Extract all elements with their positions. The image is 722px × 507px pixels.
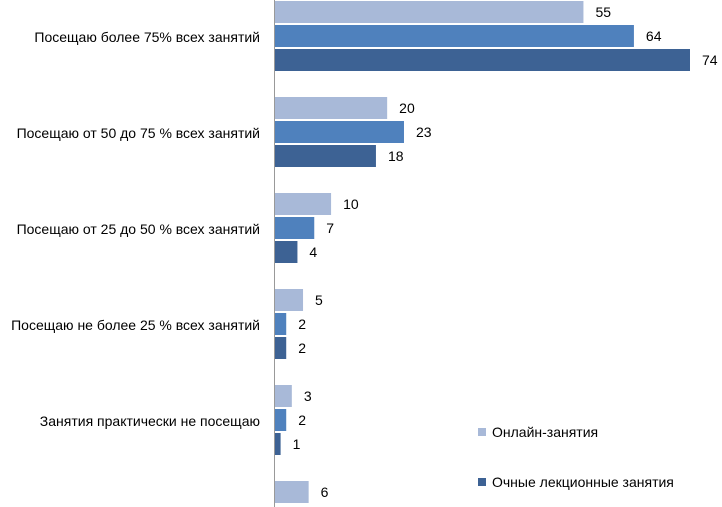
data-label-s0-c2: 10 [343, 196, 359, 212]
legend-label-online: Онлайн-занятия [492, 424, 599, 440]
category-label-4: Занятия практически не посещаю [39, 413, 260, 429]
data-label-s1-c2: 7 [326, 220, 334, 236]
category-label-2: Посещаю от 25 до 50 % всех занятий [16, 221, 260, 237]
bar-s2-c1 [275, 145, 376, 167]
bar-s1-c2 [275, 217, 315, 239]
bar-s2-c3 [275, 337, 287, 359]
bar-s1-c1 [275, 121, 404, 143]
data-label-s0-c1: 20 [399, 100, 415, 116]
legend-label-offline: Очные лекционные занятия [492, 474, 674, 490]
bar-s2-c4 [275, 433, 281, 455]
bar-s1-c3 [275, 313, 287, 335]
bar-s0-c3 [275, 289, 304, 311]
data-label-s2-c3: 2 [298, 340, 306, 356]
data-label-s2-c4: 1 [293, 436, 301, 452]
data-label-s1-c3: 2 [298, 316, 306, 332]
legend-2: Очные лекционные занятия [478, 472, 674, 492]
data-label-s1-c4: 2 [298, 412, 306, 428]
bar-s2-c0 [275, 49, 690, 71]
bar-s0-c2 [275, 193, 332, 215]
data-label-s0-c0: 55 [595, 4, 611, 20]
data-label-s0-c5: 6 [321, 484, 329, 500]
bar-s0-c4 [275, 385, 292, 407]
bar-s1-c0 [275, 25, 634, 47]
legend-swatch-offline [478, 478, 486, 486]
bar-s2-c2 [275, 241, 298, 263]
data-label-s0-c3: 5 [315, 292, 323, 308]
legend-item-offline: Очные лекционные занятия [478, 472, 674, 492]
bar-s0-c1 [275, 97, 388, 119]
bar-s0-c0 [275, 1, 584, 23]
data-label-s2-c1: 18 [388, 148, 404, 164]
category-label-1: Посещаю от 50 до 75 % всех занятий [16, 125, 260, 141]
bar-s0-c5 [275, 481, 309, 503]
data-label-s2-c0: 74 [702, 52, 718, 68]
legend: Онлайн-занятия [478, 422, 598, 442]
legend-item-online: Онлайн-занятия [478, 422, 598, 442]
data-label-s1-c0: 64 [646, 28, 662, 44]
bar-s1-c4 [275, 409, 287, 431]
legend-swatch-online [478, 428, 486, 436]
category-label-0: Посещаю более 75% всех занятий [34, 29, 260, 45]
data-label-s1-c1: 23 [416, 124, 432, 140]
category-label-3: Посещаю не более 25 % всех занятий [11, 317, 260, 333]
data-label-s2-c2: 4 [309, 244, 317, 260]
data-label-s0-c4: 3 [304, 388, 312, 404]
